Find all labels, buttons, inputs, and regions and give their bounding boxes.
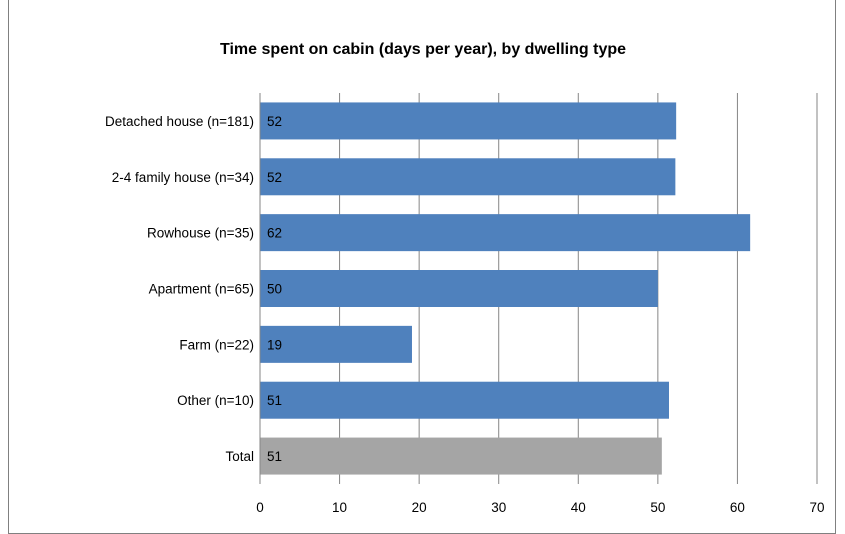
- data-label: 62: [267, 226, 282, 241]
- bar: [260, 158, 676, 196]
- chart-frame: Time spent on cabin (days per year), by …: [8, 0, 836, 534]
- bar: [260, 325, 412, 363]
- category-label: Other (n=10): [177, 393, 254, 408]
- category-label: 2-4 family house (n=34): [112, 170, 254, 185]
- bar: [260, 381, 669, 419]
- x-axis-ticks: 0 10 20 30 40 50 60 70: [256, 500, 824, 515]
- category-label: Farm (n=22): [179, 337, 254, 352]
- x-tick-label: 40: [571, 500, 586, 515]
- bars: 52 52 62 50 19 51 51: [260, 102, 751, 475]
- data-label: 51: [267, 393, 282, 408]
- bar-chart: Time spent on cabin (days per year), by …: [105, 41, 825, 515]
- data-label: 52: [267, 114, 282, 129]
- category-labels: Detached house (n=181) 2-4 family house (…: [105, 114, 254, 464]
- bar: [260, 214, 751, 252]
- x-tick-label: 70: [809, 500, 824, 515]
- category-label: Detached house (n=181): [105, 114, 254, 129]
- x-tick-label: 20: [412, 500, 427, 515]
- data-label: 51: [267, 449, 282, 464]
- data-label: 50: [267, 282, 282, 297]
- x-tick-label: 50: [650, 500, 665, 515]
- x-tick-label: 10: [332, 500, 347, 515]
- chart-title: Time spent on cabin (days per year), by …: [220, 41, 626, 58]
- category-label: Total: [225, 449, 254, 464]
- x-tick-label: 30: [491, 500, 506, 515]
- data-label: 19: [267, 337, 282, 352]
- category-label: Rowhouse (n=35): [147, 226, 254, 241]
- bar-total: [260, 437, 662, 475]
- bar: [260, 102, 677, 140]
- data-label: 52: [267, 170, 282, 185]
- x-tick-label: 0: [256, 500, 264, 515]
- bar: [260, 270, 658, 307]
- category-label: Apartment (n=65): [149, 282, 254, 297]
- x-tick-label: 60: [730, 500, 745, 515]
